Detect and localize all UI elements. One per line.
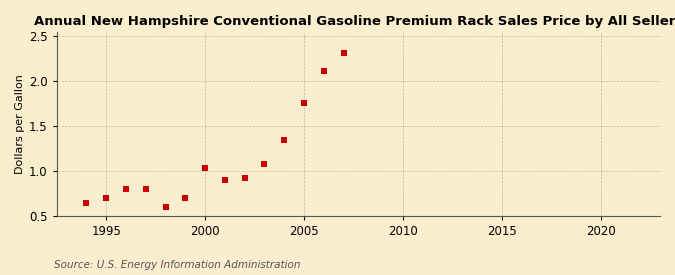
Point (101, 196, 111, 200)
Point (81, 200, 92, 205)
Y-axis label: Dollars per Gallon: Dollars per Gallon (15, 74, 25, 174)
Point (338, 50, 349, 55)
Point (121, 187, 132, 191)
Point (200, 166, 211, 170)
Point (160, 205, 171, 209)
Text: Source: U.S. Energy Information Administration: Source: U.S. Energy Information Administ… (54, 260, 300, 270)
Point (259, 162, 270, 166)
Point (180, 196, 191, 200)
Title: Annual New Hampshire Conventional Gasoline Premium Rack Sales Price by All Selle: Annual New Hampshire Conventional Gasoli… (34, 15, 675, 28)
Point (140, 187, 151, 191)
Point (240, 176, 250, 180)
Point (279, 138, 290, 142)
Point (298, 101, 309, 105)
Point (319, 68, 329, 73)
Point (219, 178, 230, 182)
